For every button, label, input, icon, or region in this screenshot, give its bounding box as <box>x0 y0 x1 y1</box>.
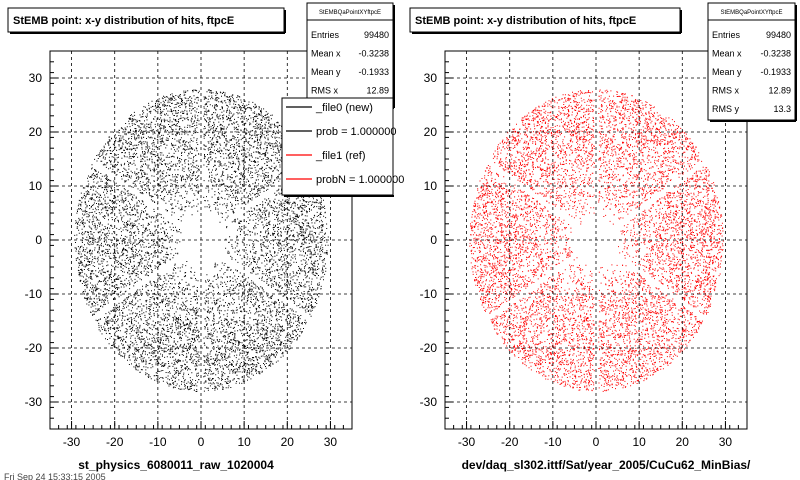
y-tick-label: 20 <box>424 125 438 139</box>
stats-box-title: StEMBQaPointXYftpcE <box>319 10 381 16</box>
stats-label: RMS x <box>712 86 740 96</box>
y-tick-label: -20 <box>25 341 43 355</box>
y-tick-label: -10 <box>420 287 438 301</box>
x-tick-label: 0 <box>198 435 205 449</box>
x-tick-label: -10 <box>544 435 562 449</box>
stats-value: -0.1933 <box>358 67 389 77</box>
legend-label: _file1 (ref) <box>315 150 366 162</box>
x-tick-label: 10 <box>632 435 646 449</box>
y-tick-label: -30 <box>420 395 438 409</box>
stats-label: Entries <box>712 30 741 40</box>
chart-panel-1: -30 -20 -10 0 10 20 30 -30 -20 -10 0 10 20 30 st_physi… <box>7 2 404 472</box>
tick-labels: -30 -20 -10 0 10 20 30 -30 -20 -10 0 10 20 30 <box>25 71 338 449</box>
chart-panel-2: -30 -20 -10 0 10 20 30 -30 -20 -10 0 10 20 30 dev/daq_… <box>409 2 797 472</box>
y-tick-label: 10 <box>29 179 43 193</box>
scatter-points <box>469 89 724 392</box>
stats-label: Mean y <box>712 67 742 77</box>
stats-label: Mean y <box>311 67 341 77</box>
x-tick-label: 10 <box>237 435 251 449</box>
x-tick-label: 20 <box>676 435 690 449</box>
y-tick-label: 0 <box>430 233 437 247</box>
stats-label: Mean x <box>311 49 341 59</box>
x-tick-label: -30 <box>458 435 476 449</box>
stats-label: Mean x <box>712 49 742 59</box>
stats-label: Entries <box>311 30 340 40</box>
scatter-mark <box>469 89 724 392</box>
y-tick-label: -30 <box>25 395 43 409</box>
legend-label: probN = 1.000000 <box>316 174 404 186</box>
stats-value: 12.89 <box>366 86 389 96</box>
y-tick-label: 30 <box>424 71 438 85</box>
stats-box-title: StEMBQaPointXYftpcE <box>720 10 782 16</box>
x-tick-label: 30 <box>719 435 733 449</box>
stats-value: 99480 <box>766 30 791 40</box>
y-tick-label: 20 <box>29 125 43 139</box>
chart-title: StEMB point: x-y distribution of hits, f… <box>415 15 636 27</box>
x-tick-label: -20 <box>501 435 519 449</box>
legend: _file0 (new) prob = 1.000000 _file1 (ref) p… <box>281 97 404 197</box>
tick-labels: -30 -20 -10 0 10 20 30 -30 -20 -10 0 10 20 30 <box>420 71 733 449</box>
stats-value: -0.3238 <box>760 49 791 59</box>
stats-box: StEMBQaPointXYftpcE Entries 99480 Mean x -0.… <box>707 2 797 122</box>
title-box <box>409 7 681 33</box>
y-tick-label: -10 <box>25 287 43 301</box>
legend-label: _file0 (new) <box>315 102 373 114</box>
x-tick-label: -10 <box>149 435 167 449</box>
stats-value: 13.3 <box>773 104 791 114</box>
y-tick-label: 0 <box>35 233 42 247</box>
stats-box-frame <box>707 2 796 121</box>
x-tick-label: -30 <box>63 435 81 449</box>
chart-title: StEMB point: x-y distribution of hits, f… <box>13 15 234 27</box>
x-tick-label: -20 <box>106 435 124 449</box>
y-tick-label: 10 <box>424 179 438 193</box>
stats-label: RMS y <box>712 104 740 114</box>
x-tick-label: 30 <box>324 435 338 449</box>
legend-label: prob = 1.000000 <box>316 126 396 138</box>
x-tick-label: 20 <box>281 435 295 449</box>
x-axis-label: dev/daq_sl302.ittf/Sat/year_2005/CuCu62_… <box>462 458 751 472</box>
stats-label: RMS x <box>311 86 339 96</box>
y-tick-label: 30 <box>29 71 43 85</box>
x-axis-label: st_physics_6080011_raw_1020004 <box>78 458 274 472</box>
stats-value: 12.89 <box>768 86 791 96</box>
x-tick-label: 0 <box>593 435 600 449</box>
y-tick-label: -20 <box>420 341 438 355</box>
stats-value: -0.3238 <box>358 49 389 59</box>
stats-value: 99480 <box>364 30 389 40</box>
footer-timestamp: Fri Sep 24 15:33:15 2005 <box>4 472 106 480</box>
stats-value: -0.1933 <box>760 67 791 77</box>
title-box <box>7 7 285 33</box>
stats-box: StEMBQaPointXYftpcE Entries 99480 Mean x -0.… <box>306 2 395 109</box>
